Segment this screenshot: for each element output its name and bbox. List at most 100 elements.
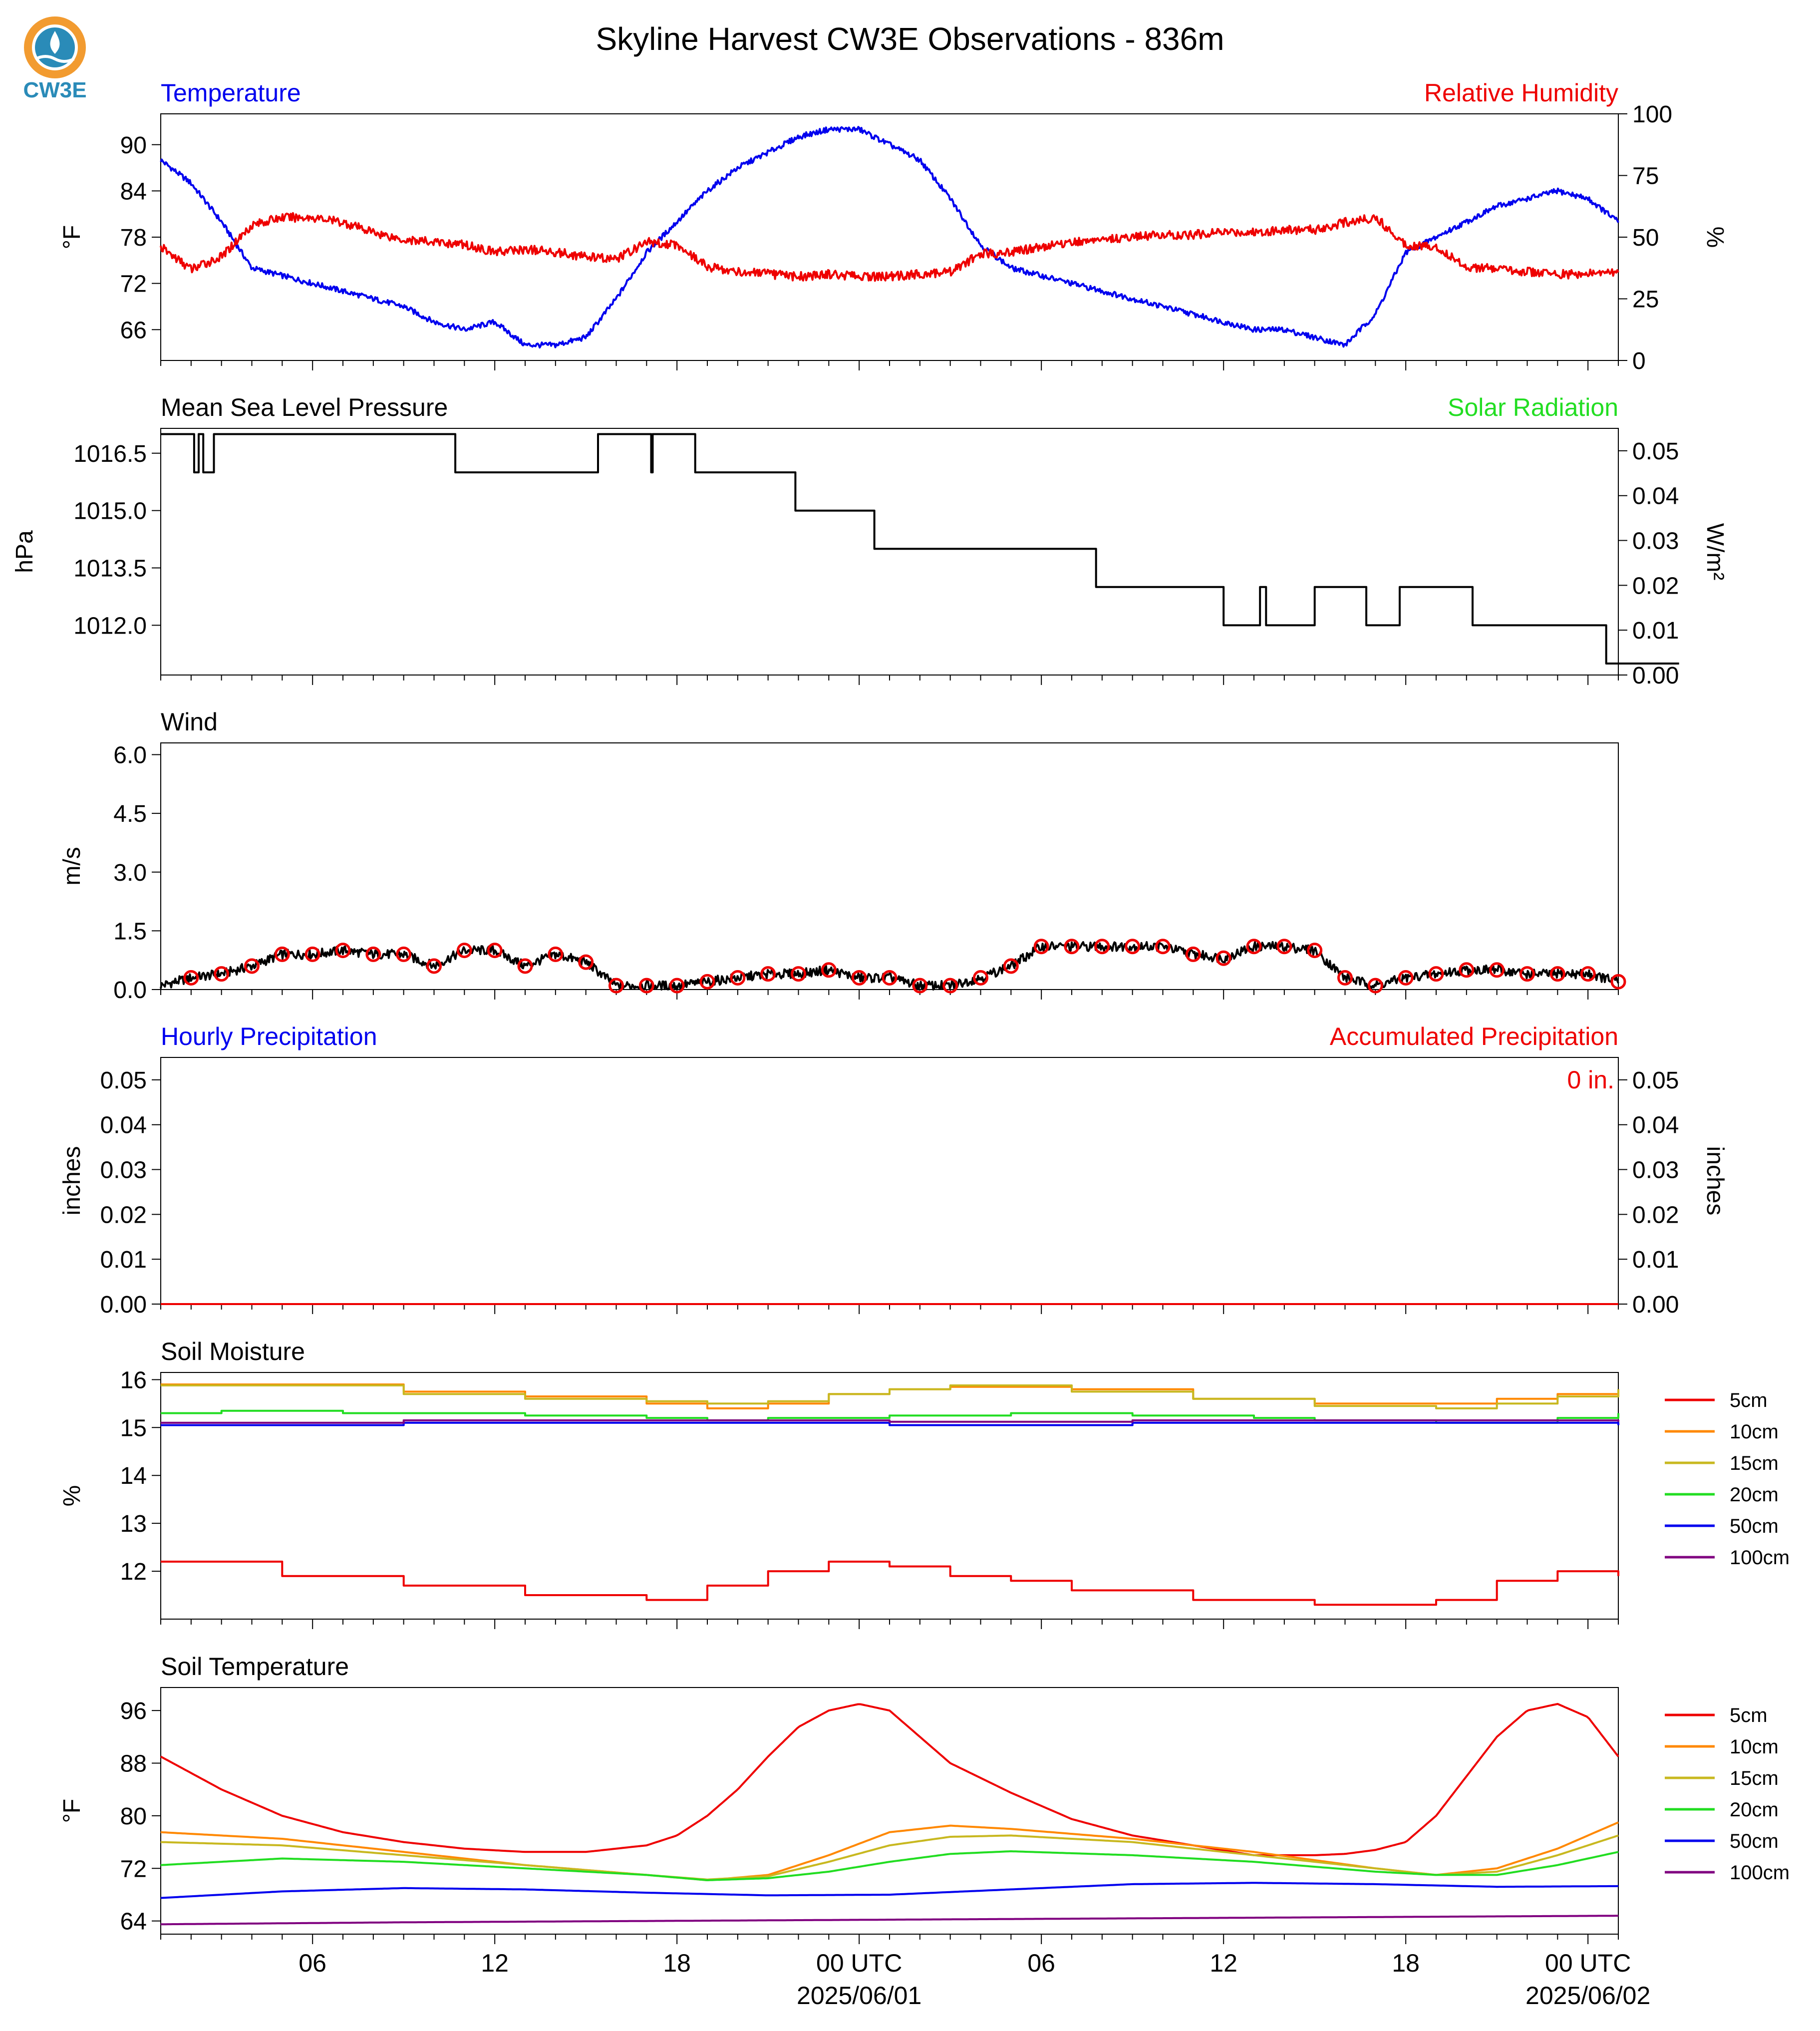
logo-drop-icon bbox=[50, 31, 60, 54]
wind-hourly-marker bbox=[335, 943, 351, 959]
legend-label: 100cm bbox=[1730, 1862, 1790, 1884]
y-tick-label-right: 0.03 bbox=[1632, 528, 1679, 555]
wind-hourly-marker bbox=[1094, 939, 1110, 955]
wind-hourly-marker bbox=[1549, 966, 1565, 982]
accumulated-precip-annotation: 0 in. bbox=[1567, 1066, 1614, 1094]
wind-hourly-marker bbox=[1276, 939, 1292, 955]
panel-precip: Hourly Precipitation Accumulated Precipit… bbox=[59, 1022, 1728, 1318]
panel-soil_temperature: Soil Temperature 96 88 80 72 64 °F 5cm 10cm 15cm 2… bbox=[59, 1653, 1790, 1944]
wind-hourly-marker bbox=[1246, 939, 1262, 955]
y-tick-label-right: 0.04 bbox=[1632, 483, 1679, 510]
wind-hourly-marker bbox=[791, 966, 806, 982]
legend-label: 10cm bbox=[1730, 1421, 1779, 1443]
y-tick-label-left: 72 bbox=[120, 271, 147, 298]
series-line-50cm bbox=[160, 1882, 1619, 1899]
y-axis-label-left: % bbox=[59, 1485, 85, 1507]
y-tick-label-right: 0 bbox=[1632, 348, 1646, 374]
y-tick-label-left: 78 bbox=[120, 225, 147, 251]
y-tick-label-left: 96 bbox=[120, 1698, 147, 1724]
wind-hourly-marker bbox=[1307, 943, 1323, 959]
x-tick-label: 12 bbox=[481, 1949, 509, 1977]
x-tick-label: 06 bbox=[299, 1949, 326, 1977]
y-tick-label-right: 50 bbox=[1632, 225, 1659, 251]
y-tick-label-right: 0.00 bbox=[1632, 663, 1679, 689]
y-axis-label-left: hPa bbox=[11, 530, 38, 573]
wind-hourly-marker bbox=[1367, 978, 1383, 994]
y-tick-label-left: 66 bbox=[120, 317, 147, 343]
wind-hourly-marker bbox=[1155, 939, 1171, 955]
wind-hourly-marker bbox=[244, 958, 260, 974]
y-tick-label-left: 0.02 bbox=[100, 1202, 147, 1228]
series-line-mean-sea-level-pressure bbox=[161, 433, 1679, 665]
y-tick-label-left: 0.00 bbox=[100, 1292, 147, 1318]
panel-title-left: Wind bbox=[161, 708, 218, 736]
series-line-relative-humidity bbox=[160, 212, 1619, 282]
y-tick-label-right: 0.04 bbox=[1632, 1112, 1679, 1139]
y-tick-label-left: 72 bbox=[120, 1856, 147, 1882]
series-line-100cm bbox=[161, 1419, 1619, 1424]
y-tick-label-left: 3.0 bbox=[113, 860, 147, 886]
x-date-label: 2025/06/01 bbox=[797, 1982, 921, 2010]
series-line-5cm bbox=[161, 1560, 1619, 1606]
legend-label: 50cm bbox=[1730, 1830, 1779, 1852]
wind-hourly-marker bbox=[365, 946, 381, 962]
y-tick-label-left: 1.5 bbox=[113, 918, 147, 945]
panel-title-left: Temperature bbox=[161, 79, 301, 107]
y-axis-label-left: m/s bbox=[59, 847, 85, 885]
wind-hourly-marker bbox=[487, 943, 503, 959]
panel-soil_moisture: Soil Moisture 16 15 14 13 12% 5cm 10cm 15cm 20cm 5… bbox=[59, 1338, 1790, 1629]
wind-hourly-marker bbox=[942, 978, 958, 994]
legend-label: 15cm bbox=[1730, 1767, 1779, 1789]
wind-hourly-marker bbox=[183, 970, 199, 986]
y-tick-label-right: 0.01 bbox=[1632, 618, 1679, 644]
y-tick-label-right: 100 bbox=[1632, 101, 1672, 128]
y-tick-label-right: 0.05 bbox=[1632, 1067, 1679, 1094]
panel-temp_rh: Temperature Relative Humidity 90 84 78 72 66 °F… bbox=[59, 79, 1728, 374]
x-tick-label: 06 bbox=[1027, 1949, 1055, 1977]
legend-label: 5cm bbox=[1730, 1389, 1768, 1411]
y-axis-label-left: inches bbox=[59, 1146, 85, 1216]
wind-hourly-marker bbox=[426, 958, 442, 974]
wind-hourly-marker bbox=[1125, 939, 1141, 955]
series-line-15cm bbox=[161, 1384, 1619, 1409]
wind-hourly-marker bbox=[608, 978, 624, 994]
y-axis-label-right: inches bbox=[1702, 1146, 1728, 1216]
wind-hourly-marker bbox=[912, 978, 928, 994]
x-tick-label: 18 bbox=[1392, 1949, 1420, 1977]
y-tick-label-right: 0.02 bbox=[1632, 573, 1679, 599]
x-tick-label: 00 UTC bbox=[816, 1949, 902, 1977]
panel-title-left: Mean Sea Level Pressure bbox=[161, 393, 448, 421]
y-tick-label-left: 6.0 bbox=[113, 742, 147, 769]
wind-hourly-marker bbox=[578, 954, 594, 970]
wind-hourly-marker bbox=[730, 970, 746, 986]
y-tick-label-right: 25 bbox=[1632, 287, 1659, 313]
y-tick-label-left: 1012.0 bbox=[73, 613, 147, 639]
y-tick-label-left: 16 bbox=[120, 1367, 147, 1393]
y-tick-label-left: 12 bbox=[120, 1559, 147, 1585]
series-line-15cm bbox=[160, 1834, 1619, 1881]
wind-hourly-marker bbox=[517, 958, 533, 974]
wind-hourly-marker bbox=[1185, 946, 1201, 962]
legend-label: 5cm bbox=[1730, 1704, 1768, 1726]
wind-hourly-marker bbox=[1337, 970, 1353, 986]
y-tick-label-left: 84 bbox=[120, 178, 147, 205]
wind-hourly-marker bbox=[1489, 962, 1505, 978]
y-tick-label-left: 14 bbox=[120, 1463, 147, 1489]
y-axis-label-right: W/m² bbox=[1702, 523, 1728, 581]
wind-hourly-marker bbox=[669, 978, 685, 994]
wind-hourly-marker bbox=[973, 970, 988, 986]
wind-hourly-marker bbox=[214, 966, 230, 982]
y-tick-label-right: 0.02 bbox=[1632, 1202, 1679, 1228]
panel-title-left: Soil Temperature bbox=[161, 1653, 349, 1681]
panel-title-right: Relative Humidity bbox=[1424, 79, 1618, 107]
wind-hourly-marker bbox=[1428, 966, 1444, 982]
y-tick-label-left: 0.04 bbox=[100, 1112, 147, 1139]
wind-hourly-marker bbox=[456, 943, 472, 959]
x-tick-label: 00 UTC bbox=[1545, 1949, 1631, 1977]
wind-hourly-marker bbox=[1459, 962, 1475, 978]
legend-label: 20cm bbox=[1730, 1484, 1779, 1506]
wind-hourly-marker bbox=[1033, 939, 1049, 955]
series-line-wind bbox=[160, 941, 1619, 991]
wind-hourly-marker bbox=[1064, 939, 1080, 955]
legend-label: 100cm bbox=[1730, 1547, 1790, 1569]
